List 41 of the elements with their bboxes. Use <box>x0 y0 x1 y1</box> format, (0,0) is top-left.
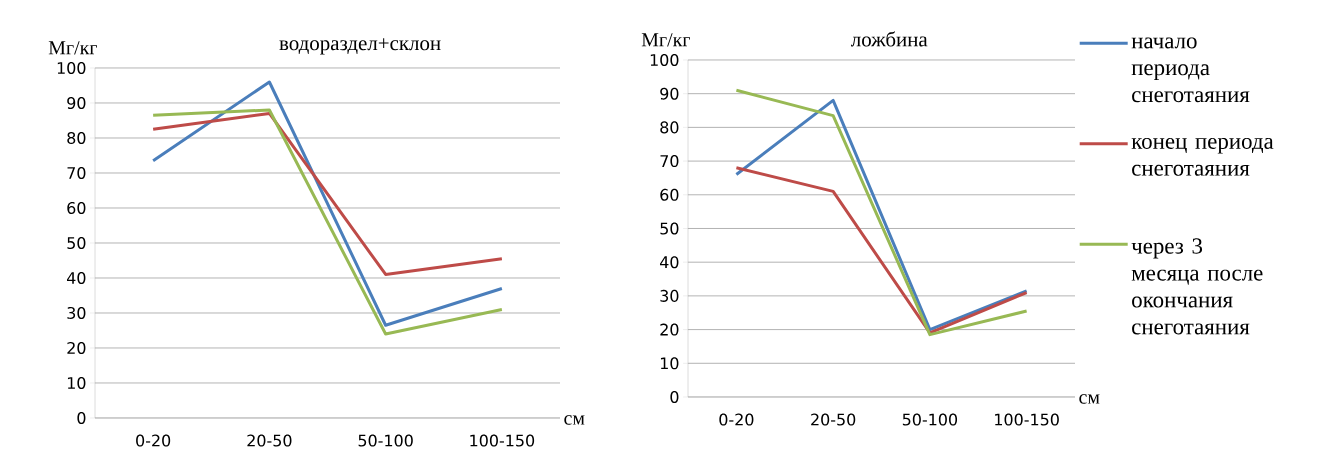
y-tick-label: 40 <box>66 271 86 285</box>
legend-label: через 3 месяца после окончания снеготаяния <box>1131 238 1263 335</box>
y-tick-label: 30 <box>67 306 86 320</box>
x-tick-label: 20-50 <box>811 413 856 426</box>
x-axis-title: см <box>564 415 585 425</box>
y-tick-label: 40 <box>660 256 679 269</box>
y-tick-label: 60 <box>67 201 86 215</box>
legend-label: конец периода снеготаяния <box>1131 137 1274 176</box>
y-tick-label: 50 <box>67 236 86 250</box>
x-tick-label: 50-100 <box>358 434 413 447</box>
y-tick-label: 70 <box>67 166 86 180</box>
y-tick-label: 0 <box>77 411 86 425</box>
y-tick-label: 90 <box>660 87 679 100</box>
x-tick-label: 100-150 <box>470 434 535 447</box>
y-tick-label: 0 <box>670 390 679 404</box>
y-tick-label: 20 <box>67 341 86 355</box>
x-tick-label: 100-150 <box>995 413 1059 426</box>
y-tick-label: 20 <box>660 323 679 336</box>
chart-title: ложбина <box>851 31 928 47</box>
x-tick-label: 0-20 <box>719 413 754 426</box>
x-axis-title: см <box>1079 394 1100 404</box>
y-tick-label: 80 <box>67 131 86 145</box>
y-tick-label: 30 <box>660 289 679 302</box>
y-tick-label: 90 <box>67 96 86 110</box>
x-tick-label: 50-100 <box>902 413 958 426</box>
line-series <box>734 166 1029 335</box>
legend-label: начало периода снеготаяния <box>1131 37 1250 103</box>
y-axis-title: Мг/кг <box>641 33 690 47</box>
chart-title: водораздел+склон <box>279 38 441 55</box>
y-tick-label: 70 <box>660 155 679 168</box>
y-tick-label: 50 <box>660 222 679 235</box>
y-tick-label: 60 <box>660 188 679 201</box>
x-tick-label: 0-20 <box>136 434 171 447</box>
line-series <box>151 111 504 276</box>
y-tick-label: 10 <box>67 376 86 390</box>
x-tick-label: 20-50 <box>247 434 292 447</box>
y-tick-label: 100 <box>57 61 86 75</box>
y-tick-label: 10 <box>660 357 679 370</box>
y-tick-label: 100 <box>650 53 679 67</box>
y-axis-title: Мг/кг <box>48 41 97 55</box>
y-tick-label: 80 <box>660 121 679 134</box>
